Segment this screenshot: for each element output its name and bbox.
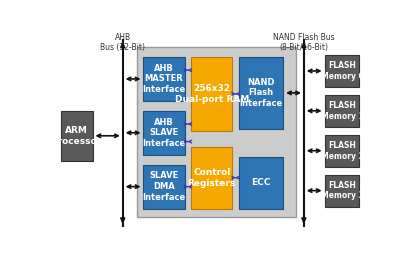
Text: AHB
MASTER
Interface: AHB MASTER Interface (142, 64, 185, 94)
FancyBboxPatch shape (238, 157, 283, 208)
Text: SLAVE
DMA
Interface: SLAVE DMA Interface (142, 171, 185, 202)
FancyBboxPatch shape (324, 55, 359, 87)
FancyBboxPatch shape (191, 147, 232, 208)
FancyBboxPatch shape (324, 95, 359, 127)
Text: NAND Flash Bus
(8-Bit/16-Bit): NAND Flash Bus (8-Bit/16-Bit) (272, 33, 334, 53)
Text: ARM
Processor: ARM Processor (52, 126, 101, 146)
Text: 256x32
Dual-port RAM: 256x32 Dual-port RAM (174, 84, 248, 104)
Text: AHB
SLAVE
Interface: AHB SLAVE Interface (142, 118, 185, 148)
FancyBboxPatch shape (238, 57, 283, 129)
Text: FLASH
Memory 3: FLASH Memory 3 (320, 181, 362, 200)
FancyBboxPatch shape (61, 111, 92, 161)
FancyBboxPatch shape (137, 47, 295, 217)
Text: FLASH
Memory 1: FLASH Memory 1 (320, 101, 362, 121)
FancyBboxPatch shape (324, 135, 359, 167)
Text: FLASH
Memory 0: FLASH Memory 0 (320, 61, 362, 81)
Text: ECC: ECC (251, 178, 270, 187)
FancyBboxPatch shape (191, 57, 232, 131)
Text: FLASH
Memory 2: FLASH Memory 2 (320, 141, 362, 161)
FancyBboxPatch shape (324, 175, 359, 207)
FancyBboxPatch shape (143, 111, 184, 155)
Text: AHB
Bus (32-Bit): AHB Bus (32-Bit) (100, 33, 145, 53)
Text: Control
Registers: Control Registers (187, 168, 235, 188)
FancyBboxPatch shape (143, 57, 184, 101)
Text: NAND
Flash
Interface: NAND Flash Interface (239, 78, 282, 108)
FancyBboxPatch shape (143, 165, 184, 208)
